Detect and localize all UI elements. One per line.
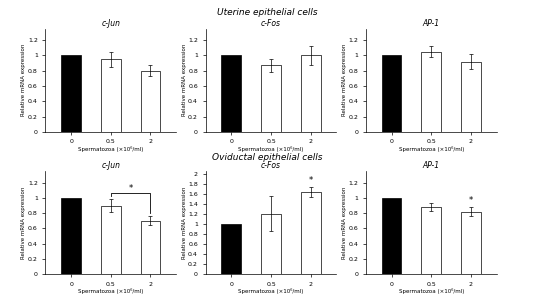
Bar: [261, 65, 281, 132]
Title: c-Fos: c-Fos: [261, 161, 281, 170]
Y-axis label: Relative mRNA expression: Relative mRNA expression: [21, 187, 27, 259]
Bar: [461, 211, 481, 274]
Title: c-Jun: c-Jun: [101, 161, 120, 170]
X-axis label: Spermatozoa (×10⁶/ml): Spermatozoa (×10⁶/ml): [238, 288, 304, 294]
X-axis label: Spermatozoa (×10⁶/ml): Spermatozoa (×10⁶/ml): [398, 288, 464, 294]
X-axis label: Spermatozoa (×10⁶/ml): Spermatozoa (×10⁶/ml): [78, 146, 144, 152]
Bar: [461, 62, 481, 132]
Bar: [421, 52, 441, 132]
Text: *: *: [469, 196, 473, 205]
X-axis label: Spermatozoa (×10⁶/ml): Spermatozoa (×10⁶/ml): [78, 288, 144, 294]
Bar: [382, 55, 402, 132]
Bar: [421, 207, 441, 274]
Bar: [101, 205, 121, 274]
Bar: [382, 198, 402, 274]
Bar: [301, 55, 320, 132]
Text: Uterine epithelial cells: Uterine epithelial cells: [217, 8, 317, 17]
Title: c-Jun: c-Jun: [101, 19, 120, 28]
Y-axis label: Relative mRNA expression: Relative mRNA expression: [182, 44, 187, 116]
Y-axis label: Relative mRNA expression: Relative mRNA expression: [21, 44, 27, 116]
X-axis label: Spermatozoa (×10⁶/ml): Spermatozoa (×10⁶/ml): [398, 146, 464, 152]
Bar: [140, 221, 160, 274]
Bar: [301, 192, 320, 274]
Y-axis label: Relative mRNA expression: Relative mRNA expression: [342, 187, 347, 259]
Text: *: *: [129, 184, 133, 193]
Y-axis label: Relative mRNA expression: Relative mRNA expression: [182, 187, 187, 259]
Bar: [222, 224, 241, 274]
Bar: [261, 214, 281, 274]
Text: Oviductal epithelial cells: Oviductal epithelial cells: [212, 153, 322, 162]
Title: AP-1: AP-1: [422, 161, 440, 170]
Bar: [61, 198, 81, 274]
Bar: [222, 55, 241, 132]
Title: c-Fos: c-Fos: [261, 19, 281, 28]
Bar: [101, 59, 121, 132]
X-axis label: Spermatozoa (×10⁶/ml): Spermatozoa (×10⁶/ml): [238, 146, 304, 152]
Bar: [61, 55, 81, 132]
Title: AP-1: AP-1: [422, 19, 440, 28]
Text: *: *: [309, 176, 313, 185]
Y-axis label: Relative mRNA expression: Relative mRNA expression: [342, 44, 347, 116]
Bar: [140, 71, 160, 132]
